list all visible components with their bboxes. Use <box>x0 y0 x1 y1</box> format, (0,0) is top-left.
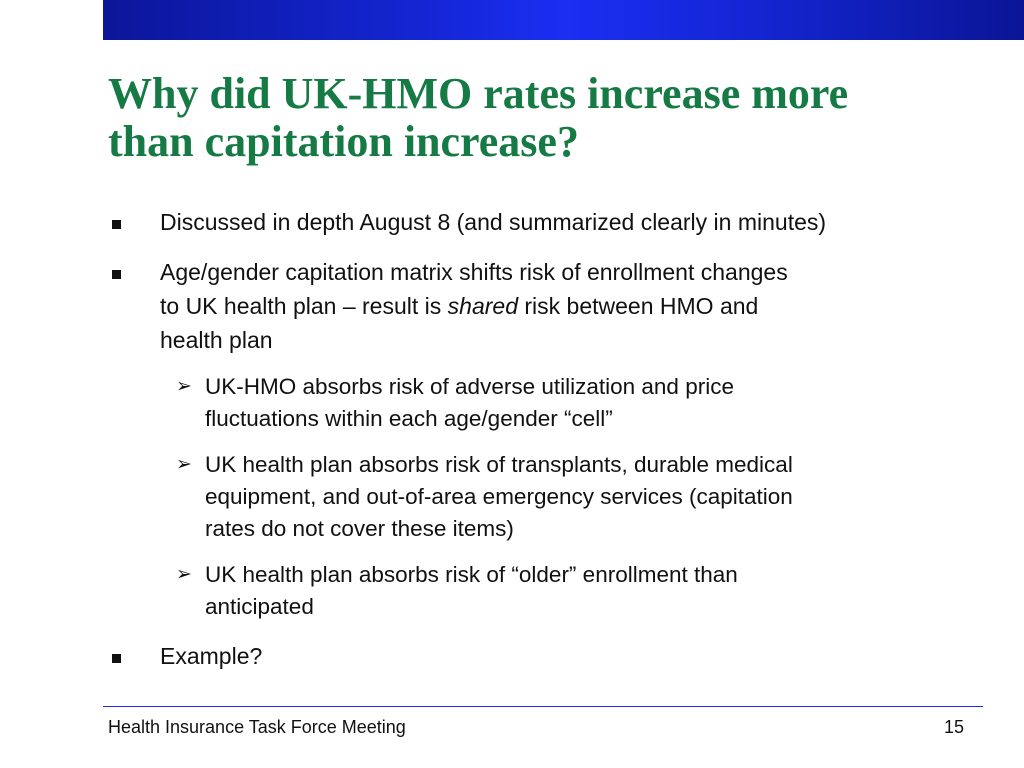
bullet-text: Age/gender capitation matrix shifts risk… <box>160 259 788 285</box>
sub-bullet-uk-hmo-risk: ➢ UK-HMO absorbs risk of adverse utiliza… <box>0 371 925 435</box>
top-banner-bar <box>103 0 1024 40</box>
page-number: 15 <box>943 717 964 737</box>
footer-title: Health Insurance Task Force Meeting <box>108 717 406 737</box>
sub-bullet-text: UK health plan absorbs risk of “older” e… <box>205 562 738 587</box>
bullet-capitation-matrix: Age/gender capitation matrix shifts risk… <box>0 255 990 357</box>
square-bullet-icon <box>112 220 121 229</box>
square-bullet-icon <box>112 270 121 279</box>
bullet-text-segment: to UK health plan – result is <box>160 293 448 319</box>
bullet-text: Example? <box>160 643 263 669</box>
bullet-example: Example? <box>0 639 990 673</box>
arrow-bullet-icon: ➢ <box>176 376 192 397</box>
bullet-text: to UK health plan – result is shared ris… <box>160 289 990 323</box>
sub-bullet-text: equipment, and out-of-area emergency ser… <box>205 484 793 509</box>
slide-title: Why did UK-HMO rates increase more than … <box>108 70 1008 166</box>
emphasized-word: shared <box>447 293 518 319</box>
square-bullet-icon <box>112 654 121 663</box>
sub-bullet-text: UK health plan absorbs risk of transplan… <box>205 452 793 477</box>
sub-bullet-older-enrollment: ➢ UK health plan absorbs risk of “older”… <box>0 559 925 623</box>
arrow-bullet-icon: ➢ <box>176 564 192 585</box>
arrow-bullet-icon: ➢ <box>176 454 192 475</box>
footer-divider <box>103 706 983 707</box>
sub-bullet-transplants-risk: ➢ UK health plan absorbs risk of transpl… <box>0 449 925 545</box>
slide-title-line: Why did UK-HMO rates increase more <box>108 69 849 118</box>
slide-body: Discussed in depth August 8 (and summari… <box>0 205 1024 673</box>
bullet-discussed: Discussed in depth August 8 (and summari… <box>0 205 990 239</box>
bullet-text: health plan <box>160 327 273 353</box>
sub-bullet-text: anticipated <box>205 594 314 619</box>
bullet-text: Discussed in depth August 8 (and summari… <box>160 209 827 235</box>
sub-bullet-text: UK-HMO absorbs risk of adverse utilizati… <box>205 374 734 399</box>
sub-bullet-text: fluctuations within each age/gender “cel… <box>205 406 613 431</box>
slide-title-line: than capitation increase? <box>108 117 579 166</box>
sub-bullet-text: rates do not cover these items) <box>205 516 514 541</box>
bullet-text-segment: risk between HMO and <box>518 293 759 319</box>
